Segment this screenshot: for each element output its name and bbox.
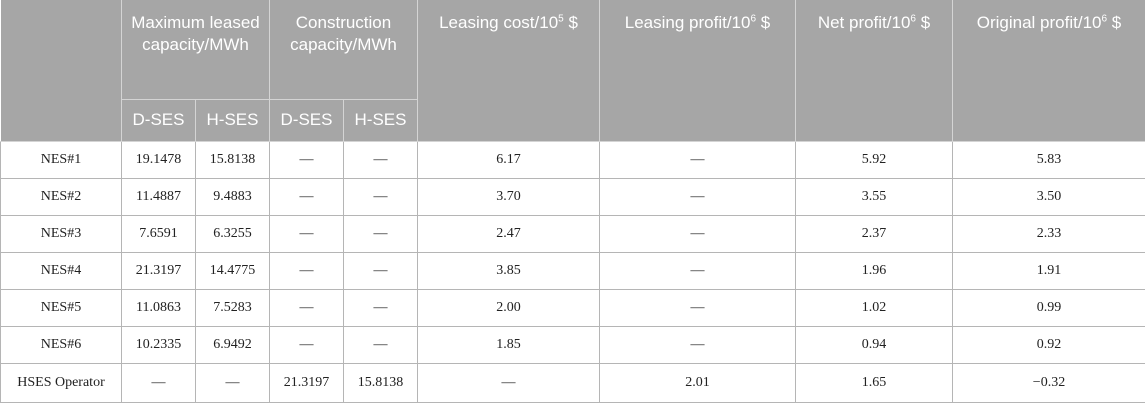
cell-max-leased-h-ses: 15.8138 — [195, 140, 270, 179]
cell-max-leased-d-ses: 10.2335 — [121, 325, 196, 364]
cell-construction-d-ses: 21.3197 — [269, 362, 344, 403]
header-leasing-profit-text: Leasing profit/10 — [624, 13, 751, 32]
header-leasing-cost-unit: $ — [563, 13, 578, 32]
cell-leasing-cost: 6.17 — [417, 140, 600, 179]
cell-max-leased-d-ses: 19.1478 — [121, 140, 196, 179]
cell-max-leased-h-ses: 14.4775 — [195, 251, 270, 290]
cell-entity: NES#4 — [0, 251, 122, 290]
cell-original-profit: 3.50 — [952, 177, 1145, 216]
cell-construction-h-ses: — — [343, 177, 418, 216]
cell-net-profit: 3.55 — [795, 177, 953, 216]
cell-net-profit: 1.96 — [795, 251, 953, 290]
cell-construction-d-ses: — — [269, 140, 344, 179]
cell-original-profit: −0.32 — [952, 362, 1145, 403]
cell-max-leased-d-ses: — — [121, 362, 196, 403]
cell-net-profit: 1.65 — [795, 362, 953, 403]
cell-entity: NES#3 — [0, 214, 122, 253]
cell-leasing-cost: 3.70 — [417, 177, 600, 216]
cell-max-leased-h-ses: — — [195, 362, 270, 403]
cell-net-profit: 2.37 — [795, 214, 953, 253]
cell-construction-h-ses: 15.8138 — [343, 362, 418, 403]
cell-leasing-profit: — — [599, 140, 796, 179]
header-leasing-profit: Leasing profit/106 $ — [599, 0, 796, 142]
table-row: NES#4 21.3197 14.4775 — — 3.85 — 1.96 1.… — [0, 251, 1145, 290]
cell-net-profit: 5.92 — [795, 140, 953, 179]
table-row: NES#3 7.6591 6.3255 — — 2.47 — 2.37 2.33 — [0, 214, 1145, 253]
cell-leasing-cost: 2.47 — [417, 214, 600, 253]
cell-construction-d-ses: — — [269, 214, 344, 253]
cell-construction-d-ses: — — [269, 177, 344, 216]
header-leasing-cost: Leasing cost/105 $ — [417, 0, 600, 142]
cell-max-leased-h-ses: 7.5283 — [195, 288, 270, 327]
cell-max-leased-d-ses: 11.0863 — [121, 288, 196, 327]
cell-entity: NES#2 — [0, 177, 122, 216]
cell-construction-d-ses: — — [269, 251, 344, 290]
cell-leasing-profit: — — [599, 177, 796, 216]
subheader-d-ses-construction: D-SES — [269, 99, 344, 142]
cell-max-leased-d-ses: 11.4887 — [121, 177, 196, 216]
cell-leasing-cost: 3.85 — [417, 251, 600, 290]
header-original-profit-unit: $ — [1107, 13, 1122, 32]
cell-construction-h-ses: — — [343, 214, 418, 253]
table-header: Maximum leased capacity/MWh Construction… — [0, 0, 1145, 142]
cell-max-leased-d-ses: 7.6591 — [121, 214, 196, 253]
header-leasing-profit-unit: $ — [756, 13, 771, 32]
cell-construction-h-ses: — — [343, 140, 418, 179]
cell-leasing-cost: 1.85 — [417, 325, 600, 364]
cell-leasing-cost: — — [417, 362, 600, 403]
header-leasing-cost-text: Leasing cost/10 — [439, 13, 559, 32]
header-original-profit-text: Original profit/10 — [976, 13, 1102, 32]
cell-entity: NES#6 — [0, 325, 122, 364]
cell-entity: NES#5 — [0, 288, 122, 327]
header-construction-capacity: Construction capacity/MWh — [269, 0, 418, 100]
header-max-leased-capacity: Maximum leased capacity/MWh — [121, 0, 270, 100]
cell-max-leased-h-ses: 6.9492 — [195, 325, 270, 364]
cell-leasing-profit: — — [599, 325, 796, 364]
header-net-profit-text: Net profit/10 — [817, 13, 911, 32]
cell-construction-h-ses: — — [343, 288, 418, 327]
table-row: NES#1 19.1478 15.8138 — — 6.17 — 5.92 5.… — [0, 140, 1145, 179]
cell-leasing-cost: 2.00 — [417, 288, 600, 327]
header-blank — [0, 0, 122, 142]
cell-construction-h-ses: — — [343, 325, 418, 364]
cell-net-profit: 0.94 — [795, 325, 953, 364]
cell-original-profit: 1.91 — [952, 251, 1145, 290]
header-net-profit-exponent: 6 — [910, 13, 916, 25]
cell-max-leased-d-ses: 21.3197 — [121, 251, 196, 290]
cell-construction-d-ses: — — [269, 288, 344, 327]
cell-original-profit: 0.99 — [952, 288, 1145, 327]
cell-construction-d-ses: — — [269, 325, 344, 364]
subheader-h-ses-construction: H-SES — [343, 99, 418, 142]
cell-original-profit: 2.33 — [952, 214, 1145, 253]
table-row: HSES Operator — — 21.3197 15.8138 — 2.01… — [0, 362, 1145, 403]
header-leasing-cost-exponent: 5 — [558, 13, 564, 25]
cell-original-profit: 0.92 — [952, 325, 1145, 364]
cell-leasing-profit: — — [599, 288, 796, 327]
header-net-profit-unit: $ — [915, 13, 931, 32]
subheader-d-ses-leased: D-SES — [121, 99, 196, 142]
cell-construction-h-ses: — — [343, 251, 418, 290]
cell-leasing-profit: — — [599, 251, 796, 290]
cell-leasing-profit: 2.01 — [599, 362, 796, 403]
subheader-h-ses-leased: H-SES — [195, 99, 270, 142]
cell-max-leased-h-ses: 9.4883 — [195, 177, 270, 216]
header-original-profit: Original profit/106 $ — [952, 0, 1145, 142]
header-original-profit-exponent: 6 — [1101, 13, 1108, 25]
table-row: NES#5 11.0863 7.5283 — — 2.00 — 1.02 0.9… — [0, 288, 1145, 327]
table-row: NES#2 11.4887 9.4883 — — 3.70 — 3.55 3.5… — [0, 177, 1145, 216]
header-net-profit: Net profit/106 $ — [795, 0, 953, 142]
cell-leasing-profit: — — [599, 214, 796, 253]
cell-original-profit: 5.83 — [952, 140, 1145, 179]
cell-max-leased-h-ses: 6.3255 — [195, 214, 270, 253]
table-row: NES#6 10.2335 6.9492 — — 1.85 — 0.94 0.9… — [0, 325, 1145, 364]
table-body: NES#1 19.1478 15.8138 — — 6.17 — 5.92 5.… — [0, 140, 1145, 403]
cell-entity: HSES Operator — [0, 362, 122, 403]
cell-net-profit: 1.02 — [795, 288, 953, 327]
cell-entity: NES#1 — [0, 140, 122, 179]
header-leasing-profit-exponent: 6 — [750, 13, 757, 25]
